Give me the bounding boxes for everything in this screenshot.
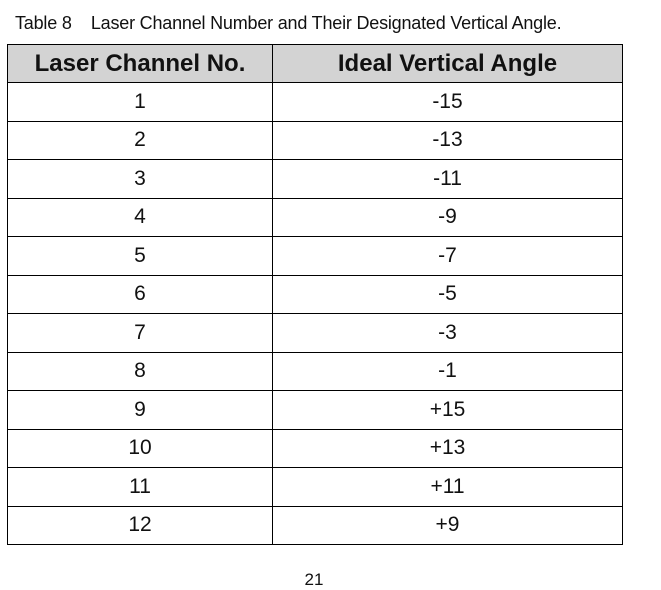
channel-number-cell: 8 (7, 351, 273, 391)
vertical-angle-cell: +9 (272, 505, 623, 545)
vertical-angle-cell: -1 (272, 351, 623, 391)
table-row: 4 -9 (7, 197, 623, 237)
table-caption: Table 8 Laser Channel Number and Their D… (15, 13, 562, 33)
vertical-angle-cell: -3 (272, 313, 623, 353)
header-laser-channel-no: Laser Channel No. (7, 44, 273, 83)
header-ideal-vertical-angle: Ideal Vertical Angle (272, 44, 623, 83)
table-row: 10 +13 (7, 428, 623, 468)
vertical-angle-cell: -11 (272, 159, 623, 199)
laser-channel-table: Laser Channel No. Ideal Vertical Angle 1… (7, 44, 623, 545)
channel-number-cell: 2 (7, 120, 273, 160)
vertical-angle-cell: +15 (272, 390, 623, 430)
channel-number-cell: 1 (7, 82, 273, 122)
vertical-angle-cell: -9 (272, 197, 623, 237)
channel-number-cell: 7 (7, 313, 273, 353)
channel-number-cell: 10 (7, 428, 273, 468)
vertical-angle-cell: +13 (272, 428, 623, 468)
table-row: 1 -15 (7, 82, 623, 122)
vertical-angle-cell: -5 (272, 274, 623, 314)
channel-number-cell: 3 (7, 159, 273, 199)
vertical-angle-cell: -15 (272, 82, 623, 122)
vertical-angle-cell: +11 (272, 467, 623, 507)
table-row: 3 -11 (7, 159, 623, 199)
table-row: 6 -5 (7, 274, 623, 314)
page-number: 21 (304, 570, 324, 589)
channel-number-cell: 5 (7, 236, 273, 276)
channel-number-cell: 12 (7, 505, 273, 545)
table-row: 8 -1 (7, 351, 623, 391)
vertical-angle-cell: -7 (272, 236, 623, 276)
table-row: 7 -3 (7, 313, 623, 353)
channel-number-cell: 9 (7, 390, 273, 430)
table-row: 5 -7 (7, 236, 623, 276)
table-row: 9 +15 (7, 390, 623, 430)
channel-number-cell: 6 (7, 274, 273, 314)
table-row: 11 +11 (7, 467, 623, 507)
vertical-angle-cell: -13 (272, 120, 623, 160)
channel-number-cell: 4 (7, 197, 273, 237)
table-row: 12 +9 (7, 505, 623, 545)
table-row: 2 -13 (7, 120, 623, 160)
channel-number-cell: 11 (7, 467, 273, 507)
table-header-row: Laser Channel No. Ideal Vertical Angle (7, 44, 623, 83)
